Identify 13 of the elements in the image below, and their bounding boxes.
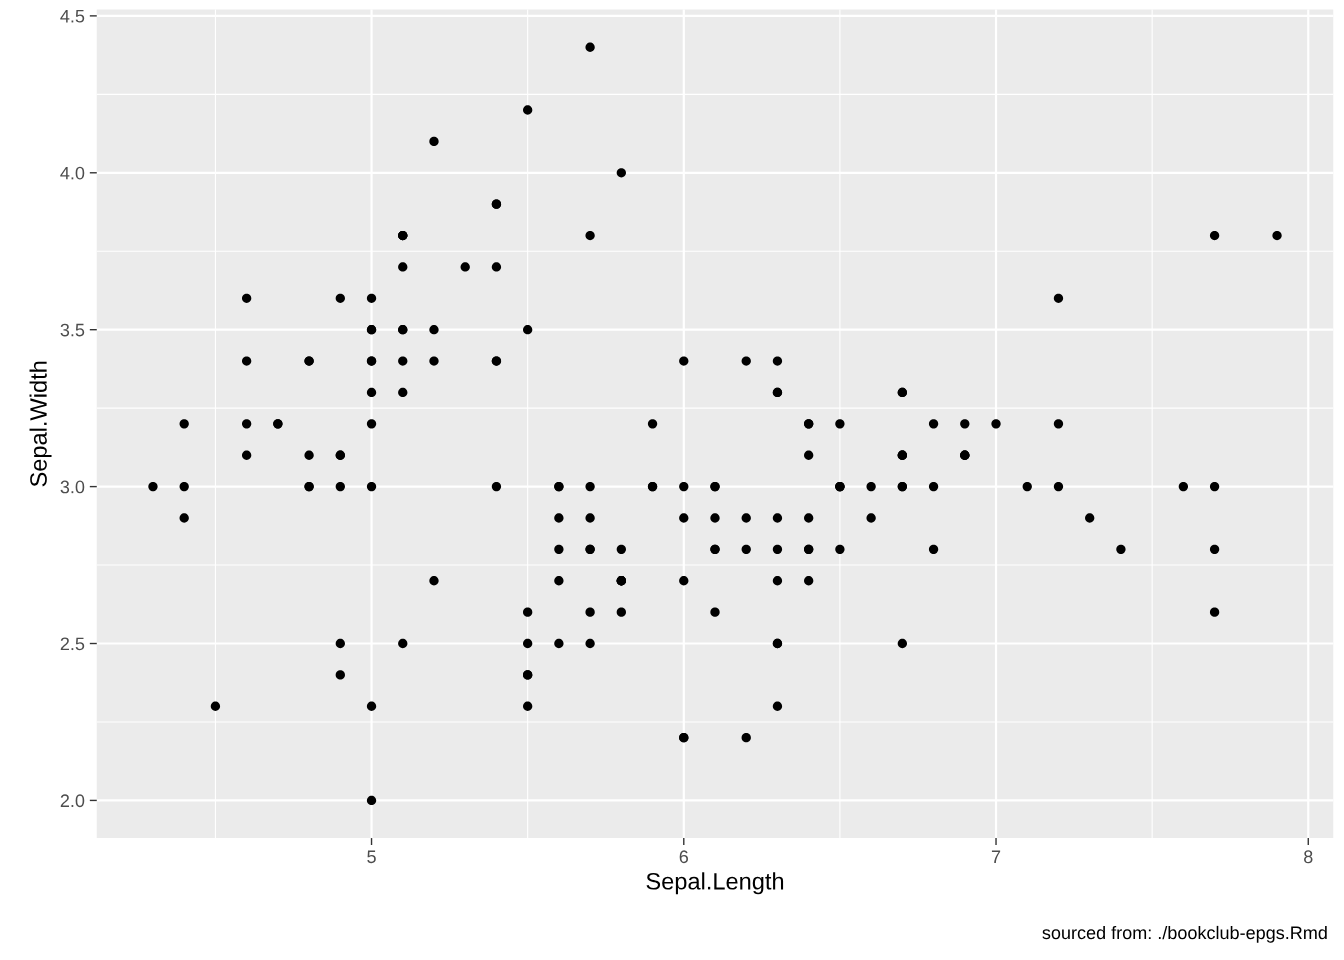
x-tick-label: 7 (991, 850, 1001, 863)
x-tick-label: 5 (367, 850, 376, 864)
y-axis-title: Sepal.Width (29, 361, 52, 487)
y-tick-label: 3.5 (60, 323, 85, 337)
text: sourced from: ./bookclub-epgs.Rmd (1042, 925, 1327, 943)
x-axis-title: Sepal.Length (646, 872, 784, 895)
y-tick-label: 4.0 (60, 166, 85, 180)
x-tick-label: 6 (679, 850, 689, 864)
y-tick-label: 2.0 (60, 794, 85, 808)
y-tick-label: 3.0 (60, 480, 85, 494)
x-tick-label: 8 (1304, 850, 1313, 864)
y-tick-label: 4.5 (60, 10, 85, 23)
y-tick-label: 2.5 (60, 637, 85, 651)
